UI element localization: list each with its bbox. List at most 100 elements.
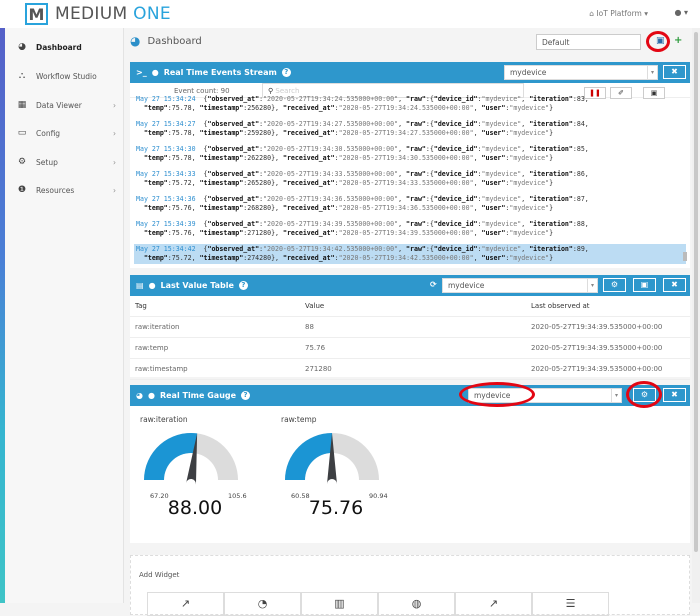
sidebar-item-setup[interactable]: ⚙ Setup › xyxy=(16,157,120,167)
add-dashboard-button[interactable]: + xyxy=(674,35,683,46)
settings-button[interactable]: ⚙ xyxy=(603,278,626,292)
event-timestamp: May 27 15:34:30 xyxy=(136,145,196,153)
timestamp: 274280 xyxy=(247,254,272,262)
add-widget-button[interactable]: ↗ xyxy=(455,592,532,616)
dashboard-select[interactable]: Default xyxy=(536,34,641,50)
device-select[interactable]: mydevice ▾ xyxy=(442,278,598,293)
help-icon[interactable]: ? xyxy=(241,391,251,400)
event-entry[interactable]: May 27 15:34:36 {"observed_at":"2020-05-… xyxy=(136,195,589,212)
gears-icon: ⚙ xyxy=(17,157,27,167)
gauge-value: 88.00 xyxy=(167,497,223,519)
device-select[interactable]: mydevice ▾ xyxy=(504,65,658,80)
event-entry[interactable]: May 27 15:34:39 {"observed_at":"2020-05-… xyxy=(136,220,589,237)
save-events-button[interactable]: ▣ xyxy=(643,87,665,99)
dashboard-icon: ◕ xyxy=(136,391,143,400)
terminal-icon: >_ xyxy=(136,68,147,77)
timestamp: 268280 xyxy=(247,204,272,212)
observed-at: 2020-05-27T19:34:27.535000+00:00 xyxy=(267,120,395,128)
page-scrollbar[interactable] xyxy=(692,28,700,603)
user: mydevice xyxy=(513,104,546,112)
save-button[interactable]: ▣ xyxy=(633,278,656,292)
close-button[interactable]: ✖ xyxy=(663,278,686,292)
iteration: 88 xyxy=(576,220,585,228)
pause-button[interactable]: ❚❚ xyxy=(584,87,606,99)
event-entry[interactable]: May 27 15:34:33 {"observed_at":"2020-05-… xyxy=(136,170,589,187)
panel-header: ◕ ● Real Time Gauge? mydevice ▾ ⚙ ✖ xyxy=(130,381,690,408)
caret-down-icon: ▾ xyxy=(611,389,621,402)
clear-button[interactable]: ✐ xyxy=(610,87,632,99)
panel-title: Last Value Table xyxy=(160,281,234,290)
column-header: Value xyxy=(300,296,526,317)
search-input[interactable]: ⚲ Search xyxy=(262,83,524,98)
refresh-icon[interactable]: ⟳ xyxy=(430,280,437,289)
top-bar: M MEDIUM ONE ⌂ IoT Platform ▾ ● ▾ xyxy=(0,0,700,28)
observed-at: 2020-05-27T19:34:24.535000+00:00 xyxy=(267,95,395,103)
gauge-label: raw:iteration xyxy=(140,415,188,424)
search-icon: ⚲ xyxy=(268,87,274,95)
sidebar-item-dashboard[interactable]: ◕ Dashboard xyxy=(16,42,120,52)
received-at: 2020-05-27T19:34:30.535000+00:00 xyxy=(342,154,470,162)
add-widget-button[interactable]: ☰ xyxy=(532,592,609,616)
event-entry[interactable]: May 27 15:34:24 {"observed_at":"2020-05-… xyxy=(136,95,589,112)
event-entry[interactable]: May 27 15:34:30 {"observed_at":"2020-05-… xyxy=(136,145,589,162)
observed-at: 2020-05-27T19:34:36.535000+00:00 xyxy=(267,195,395,203)
sidebar-item-workflow-studio[interactable]: ⛬ Workflow Studio xyxy=(16,71,120,81)
brand-name: MEDIUM xyxy=(55,4,128,24)
received-at: 2020-05-27T19:34:27.535000+00:00 xyxy=(342,129,470,137)
help-icon[interactable]: ? xyxy=(281,68,291,77)
table-row: raw:timestamp 271280 2020-05-27T19:34:39.5… xyxy=(130,358,690,380)
close-button[interactable]: ✖ xyxy=(663,65,686,79)
user-menu[interactable]: ● ▾ xyxy=(674,8,688,17)
pie-chart-icon: ◔ xyxy=(257,597,268,610)
temp: 75.78 xyxy=(171,129,192,137)
sidebar-stripe xyxy=(0,28,5,603)
observed-at: 2020-05-27T19:34:33.535000+00:00 xyxy=(267,170,395,178)
table-cell: 2020-05-27T19:34:39.535000+00:00 xyxy=(526,337,690,359)
table-header-row: Tag Value Last observed at xyxy=(130,296,690,317)
user-icon: ● xyxy=(147,391,155,400)
table-cell: 75.76 xyxy=(300,337,526,359)
line-chart-icon: ↗ xyxy=(180,597,191,610)
iteration: 89 xyxy=(576,245,585,253)
caret-down-icon: ▾ xyxy=(647,66,657,79)
gauge-min: 67.20 xyxy=(150,492,169,500)
add-widget-title: Add Widget xyxy=(139,571,180,579)
dashboard-icon: ◕ xyxy=(18,42,26,52)
sidebar-item-resources[interactable]: ❶ Resources › xyxy=(16,185,120,195)
event-entry[interactable]: May 27 15:34:27 {"observed_at":"2020-05-… xyxy=(136,120,589,137)
main-content: ◕ Dashboard Default ▣ + >_ ● Real Time Eve… xyxy=(124,28,692,616)
info-icon: ❶ xyxy=(17,185,27,195)
observed-at: 2020-05-27T19:34:42.535000+00:00 xyxy=(267,245,395,253)
page-header: ◕ Dashboard xyxy=(130,34,202,48)
sidebar-item-data-viewer[interactable]: ▦ Data Viewer › xyxy=(16,100,120,110)
dashboard-icon: ◕ xyxy=(130,34,141,48)
scrollbar-thumb[interactable] xyxy=(694,32,698,552)
temp: 75.72 xyxy=(171,254,192,262)
log-scrollbar[interactable] xyxy=(683,252,687,261)
sidebar-item-label: Workflow Studio xyxy=(36,71,97,81)
event-timestamp: May 27 15:34:36 xyxy=(136,195,196,203)
add-widget-button[interactable]: ▥ xyxy=(301,592,378,616)
temp: 75.72 xyxy=(171,179,192,187)
help-icon[interactable]: ? xyxy=(238,281,248,290)
sitemap-icon: ⛬ xyxy=(18,71,26,81)
event-timestamp: May 27 15:34:27 xyxy=(136,120,196,128)
user: mydevice xyxy=(513,204,546,212)
add-widget-button[interactable]: ◔ xyxy=(224,592,301,616)
panel-header: ▤ ● Last Value Table? ⟳ mydevice ▾ ⚙ ▣ ✖ xyxy=(130,275,690,296)
add-widget-button[interactable]: ↗ xyxy=(147,592,224,616)
table-row: raw:temp 75.76 2020-05-27T19:34:39.535000+… xyxy=(130,337,690,359)
caret-down-icon: ▾ xyxy=(587,279,597,292)
close-button[interactable]: ✖ xyxy=(663,388,686,402)
gauge: raw:temp 60.58 90.94 75.76 xyxy=(281,415,391,525)
iteration: 85 xyxy=(576,145,585,153)
events-stream-panel: >_ ● Real Time Events Stream? mydevice ▾ ✖… xyxy=(130,62,690,268)
platform-menu[interactable]: ⌂ IoT Platform ▾ xyxy=(589,9,648,18)
sidebar-item-label: Config xyxy=(36,128,61,138)
column-header: Tag xyxy=(130,296,300,317)
add-widget-button[interactable]: ◍ xyxy=(378,592,455,616)
page-title: Dashboard xyxy=(147,35,202,47)
logo[interactable]: M MEDIUM ONE xyxy=(25,3,171,25)
event-entry[interactable]: May 27 15:34:42 {"observed_at":"2020-05-… xyxy=(134,244,686,264)
sidebar-item-config[interactable]: ▭ Config › xyxy=(16,128,120,138)
